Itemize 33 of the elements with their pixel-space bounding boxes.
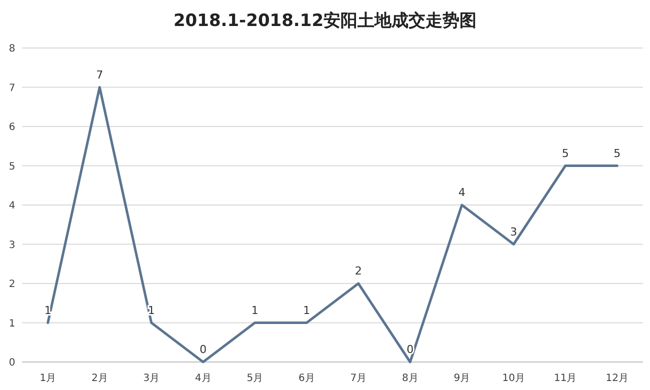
- y-tick-label: 1: [8, 318, 16, 330]
- x-tick-label: 5月: [246, 373, 264, 384]
- line-series: [46, 86, 618, 364]
- x-tick-label: 8月: [402, 373, 418, 384]
- data-label: 0: [406, 343, 414, 356]
- data-label: 5: [614, 146, 621, 160]
- y-tick-label: 8: [8, 44, 16, 54]
- y-tick-label: 7: [8, 82, 16, 94]
- data-label: 1: [303, 304, 310, 317]
- data-label: 0: [200, 343, 207, 356]
- x-tick-label: 1月: [40, 373, 56, 384]
- x-tick-label: 11月: [554, 373, 577, 384]
- x-tick-label: 6月: [298, 373, 315, 384]
- x-tick-label: 7月: [350, 373, 367, 384]
- y-tick-label: 4: [8, 200, 16, 212]
- data-label: 1: [251, 304, 258, 317]
- chart-title: 2018.1-2018.12安阳土地成交走势图: [173, 11, 477, 31]
- x-tick-label: 3月: [143, 373, 160, 384]
- y-tick-label: 3: [8, 240, 16, 251]
- x-tick-label: 2月: [91, 373, 108, 384]
- y-tick-label: 5: [8, 161, 16, 172]
- data-label: 4: [458, 186, 466, 199]
- data-label: 5: [562, 146, 569, 160]
- x-tick-label: 9月: [454, 373, 470, 384]
- x-tick-label: 4月: [194, 373, 212, 384]
- x-tick-label: 12月: [606, 373, 628, 384]
- data-label: 7: [96, 68, 104, 82]
- data-label: 2: [354, 264, 362, 278]
- y-tick-label: 0: [8, 358, 16, 368]
- data-label: 3: [510, 225, 518, 238]
- x-tick-label: 10月: [502, 373, 525, 384]
- y-tick-label: 2: [8, 279, 16, 290]
- y-tick-label: 6: [8, 122, 16, 133]
